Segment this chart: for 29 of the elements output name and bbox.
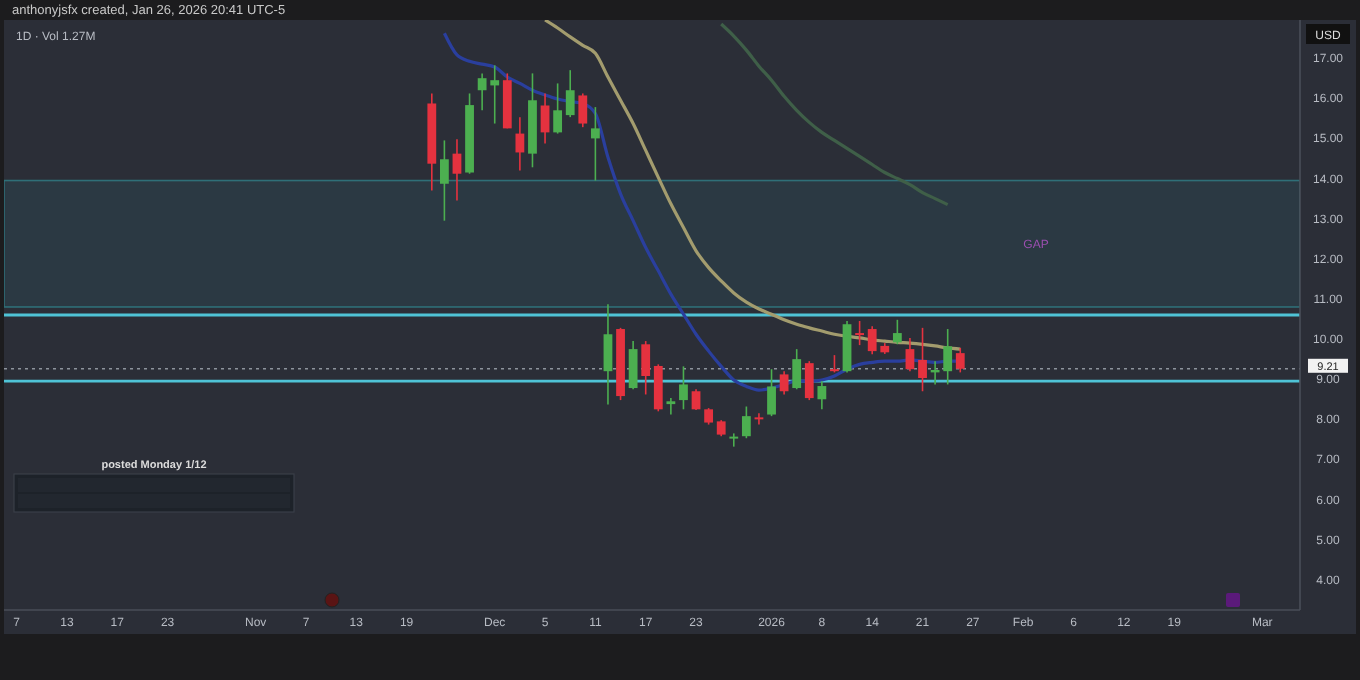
- candlestick: [892, 319, 902, 346]
- candlestick: [905, 337, 915, 372]
- candlestick: [741, 405, 751, 440]
- candlestick: [817, 380, 827, 411]
- line-series: [719, 22, 950, 207]
- candlestick: [855, 320, 865, 346]
- candlestick: [603, 303, 613, 406]
- candlestick: [565, 69, 575, 118]
- candlestick: [439, 139, 449, 222]
- candlestick: [842, 320, 852, 374]
- candlestick: [452, 138, 462, 202]
- candlestick: [804, 360, 814, 401]
- candlestick: [628, 340, 638, 391]
- candlestick: [679, 365, 688, 411]
- candlestick: [666, 397, 676, 416]
- candlestick: [578, 92, 588, 128]
- candlestick: [515, 116, 525, 172]
- candlestick: [918, 327, 927, 393]
- candlestick: [590, 106, 600, 182]
- candlestick: [767, 368, 776, 417]
- candlestick: [792, 348, 802, 391]
- candlestick: [779, 370, 789, 396]
- candlestick: [955, 347, 965, 374]
- candlestick: [653, 363, 663, 413]
- candlestick: [729, 432, 739, 448]
- candlestick: [641, 340, 651, 396]
- candlestick: [553, 82, 563, 135]
- candlestick: [540, 92, 550, 145]
- candlestick: [691, 388, 701, 411]
